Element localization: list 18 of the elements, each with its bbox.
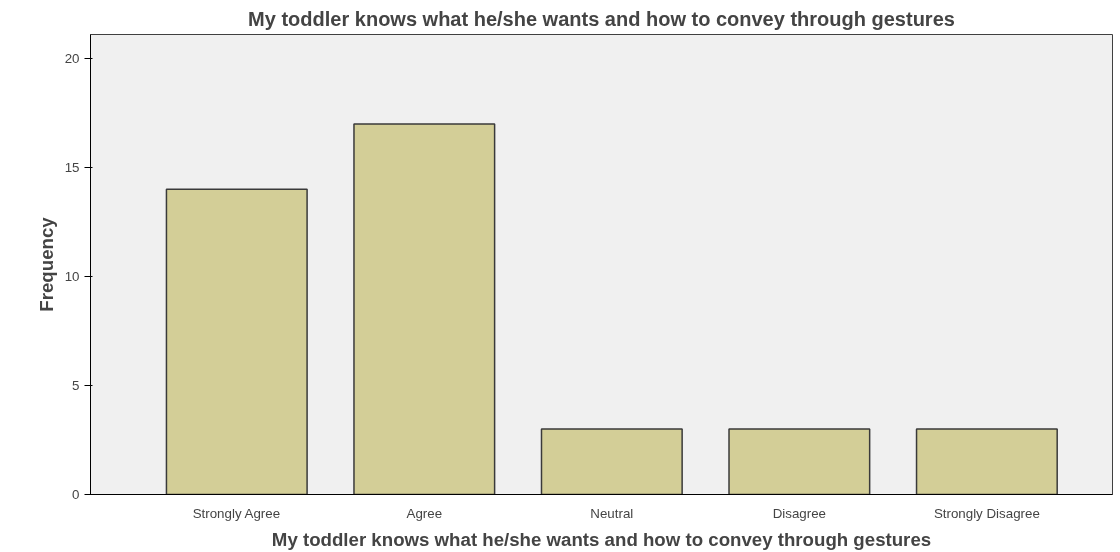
bar — [915, 428, 1058, 495]
y-tick-label: 20 — [64, 50, 80, 66]
x-tick-label: Neutral — [590, 505, 634, 521]
chart-title: My toddler knows what he/she wants and how to convey through gestures — [248, 7, 955, 30]
bar — [540, 428, 683, 495]
y-tick-label: 0 — [72, 487, 80, 502]
x-axis-title: My toddler knows what he/she wants and how to convey through gestures — [271, 528, 932, 550]
bar — [353, 123, 496, 495]
bar — [728, 428, 871, 495]
y-tick-label: 15 — [64, 159, 80, 175]
x-tick-label: Strongly Disagree — [933, 505, 1040, 521]
y-axis-title: Frequency — [35, 216, 57, 312]
y-tick-label: 5 — [72, 378, 80, 393]
bar — [165, 188, 308, 495]
x-tick-label: Agree — [406, 505, 443, 521]
x-tick-label: Disagree — [772, 505, 827, 521]
x-tick-label: Strongly Agree — [192, 505, 281, 521]
y-tick-label: 10 — [64, 268, 80, 284]
